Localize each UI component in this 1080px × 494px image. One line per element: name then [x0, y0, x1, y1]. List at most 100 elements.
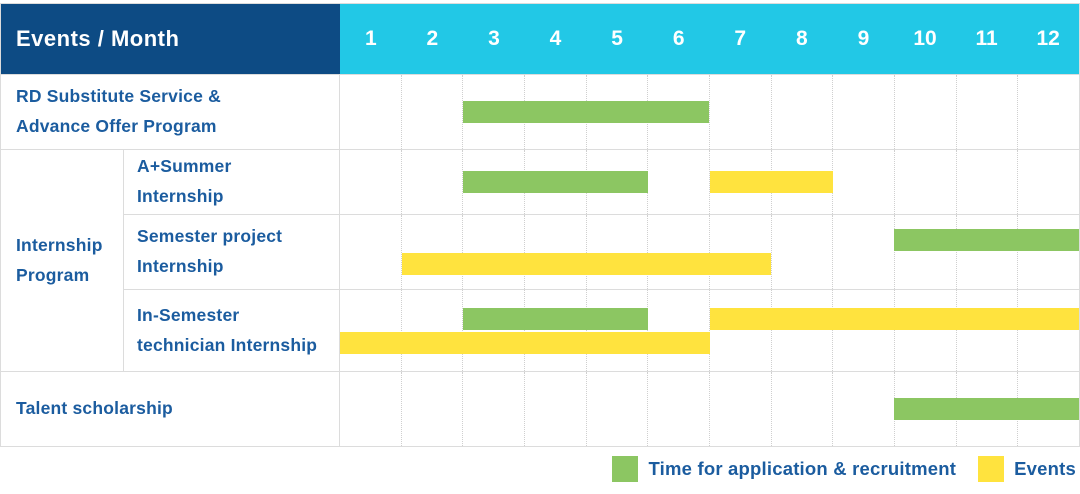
- recruitment-bar: [463, 171, 648, 193]
- month-column: [894, 150, 956, 214]
- month-column: [1017, 150, 1079, 214]
- month-column: [524, 290, 586, 371]
- month-label: 2: [426, 27, 439, 50]
- month-column: [832, 290, 894, 371]
- month-label: 1: [364, 27, 377, 50]
- month-column: [955, 215, 1018, 289]
- row-label-in-semester-technician: In-Semester technician Internship: [124, 290, 340, 371]
- month-column: [894, 75, 956, 149]
- month-column: [400, 75, 463, 149]
- month-column: [647, 290, 709, 371]
- month-label: 10: [913, 27, 937, 50]
- gantt-table: Events / Month 1 2 3 4 5 6 7 8 9 10 11 12 RD Substi…: [0, 3, 1080, 447]
- recruitment-bar: [463, 307, 648, 330]
- event-bar: [709, 171, 833, 193]
- row-label-talent-scholarship: Talent scholarship: [1, 372, 340, 446]
- gantt-grid-in-semester-technician: [340, 290, 1079, 371]
- month-label: 5: [611, 27, 623, 50]
- header-title-cell: Events / Month: [1, 4, 340, 74]
- month-column: [647, 372, 709, 446]
- month-column: [340, 372, 401, 446]
- legend-item-events: Events: [978, 456, 1076, 482]
- month-column: [709, 75, 771, 149]
- month-column: [894, 215, 956, 289]
- month-column: [955, 75, 1018, 149]
- month-column: [524, 372, 586, 446]
- legend-item-recruitment: Time for application & recruitment: [612, 456, 956, 482]
- month-label: 7: [734, 27, 747, 50]
- table-group-internship-program: Internship Program A+Summer Internship S…: [1, 149, 1079, 371]
- recruitment-bar: [463, 101, 710, 123]
- month-column: [1017, 290, 1079, 371]
- table-row: Semester project Internship: [124, 214, 1079, 289]
- month-column: [770, 75, 833, 149]
- month-column: [709, 215, 771, 289]
- group-body: A+Summer Internship Semester project Int…: [123, 150, 1079, 371]
- month-label: 4: [549, 27, 562, 50]
- month-label: 6: [672, 27, 685, 50]
- month-column: [955, 290, 1018, 371]
- month-column: [462, 75, 524, 149]
- row-label-a-plus-summer: A+Summer Internship: [124, 150, 340, 214]
- month-column: [400, 150, 463, 214]
- legend: Time for application & recruitment Event…: [0, 444, 1080, 494]
- month-column: [894, 290, 956, 371]
- legend-label-events: Events: [1014, 458, 1076, 479]
- page-title: Events / Month: [16, 26, 180, 51]
- month-column: [770, 290, 833, 371]
- month-label: 8: [795, 27, 808, 50]
- month-column: [709, 290, 771, 371]
- table-row: In-Semester technician Internship: [124, 289, 1079, 371]
- month-label: 9: [857, 27, 870, 50]
- month-column: [340, 75, 401, 149]
- month-column: [832, 372, 894, 446]
- header-row: Events / Month 1 2 3 4 5 6 7 8 9 10 11 12: [1, 4, 1079, 74]
- event-bar: [401, 253, 772, 275]
- row-label-semester-project: Semester project Internship: [124, 215, 340, 289]
- month-column: [400, 215, 463, 289]
- recruitment-bar: [894, 229, 1079, 251]
- row-label-rd-substitute: RD Substitute Service & Advance Offer Pr…: [1, 75, 340, 149]
- month-label: 12: [1036, 27, 1060, 50]
- month-column: [770, 215, 833, 289]
- month-column: [462, 215, 524, 289]
- month-column: [647, 215, 709, 289]
- month-column: [585, 372, 648, 446]
- events-swatch-icon: [978, 456, 1005, 482]
- table-row: A+Summer Internship: [124, 150, 1079, 214]
- month-column: [647, 150, 709, 214]
- month-column: [462, 372, 524, 446]
- event-bar: [709, 307, 1079, 330]
- legend-label-recruitment: Time for application & recruitment: [648, 458, 957, 479]
- month-column: [585, 215, 648, 289]
- month-column: [832, 150, 894, 214]
- recruitment-swatch-icon: [612, 456, 639, 482]
- month-column: [524, 215, 586, 289]
- month-column: [340, 290, 401, 371]
- month-label: 11: [975, 27, 998, 50]
- month-column: [400, 290, 463, 371]
- month-column: [955, 150, 1018, 214]
- table-row: Talent scholarship: [1, 371, 1079, 446]
- month-label: 3: [488, 27, 500, 50]
- gantt-grid-semester-project: [340, 215, 1079, 289]
- month-column: [400, 372, 463, 446]
- month-header-row: 1 2 3 4 5 6 7 8 9 10 11 12: [340, 4, 1079, 74]
- month-column: [585, 290, 648, 371]
- month-column: [832, 75, 894, 149]
- gantt-grid-talent-scholarship: [340, 372, 1079, 446]
- month-column: [832, 215, 894, 289]
- month-column: [1017, 75, 1079, 149]
- month-column: [462, 290, 524, 371]
- group-label-internship-program: Internship Program: [16, 234, 103, 285]
- gantt-grid-rd-substitute: [340, 75, 1079, 149]
- event-bar: [340, 331, 710, 354]
- month-column: [340, 150, 401, 214]
- month-column: [709, 372, 771, 446]
- month-column: [462, 150, 524, 214]
- month-column: [1017, 215, 1079, 289]
- month-column: [340, 215, 401, 289]
- recruitment-bar: [894, 398, 1079, 420]
- gantt-grid-a-plus-summer: [340, 150, 1079, 214]
